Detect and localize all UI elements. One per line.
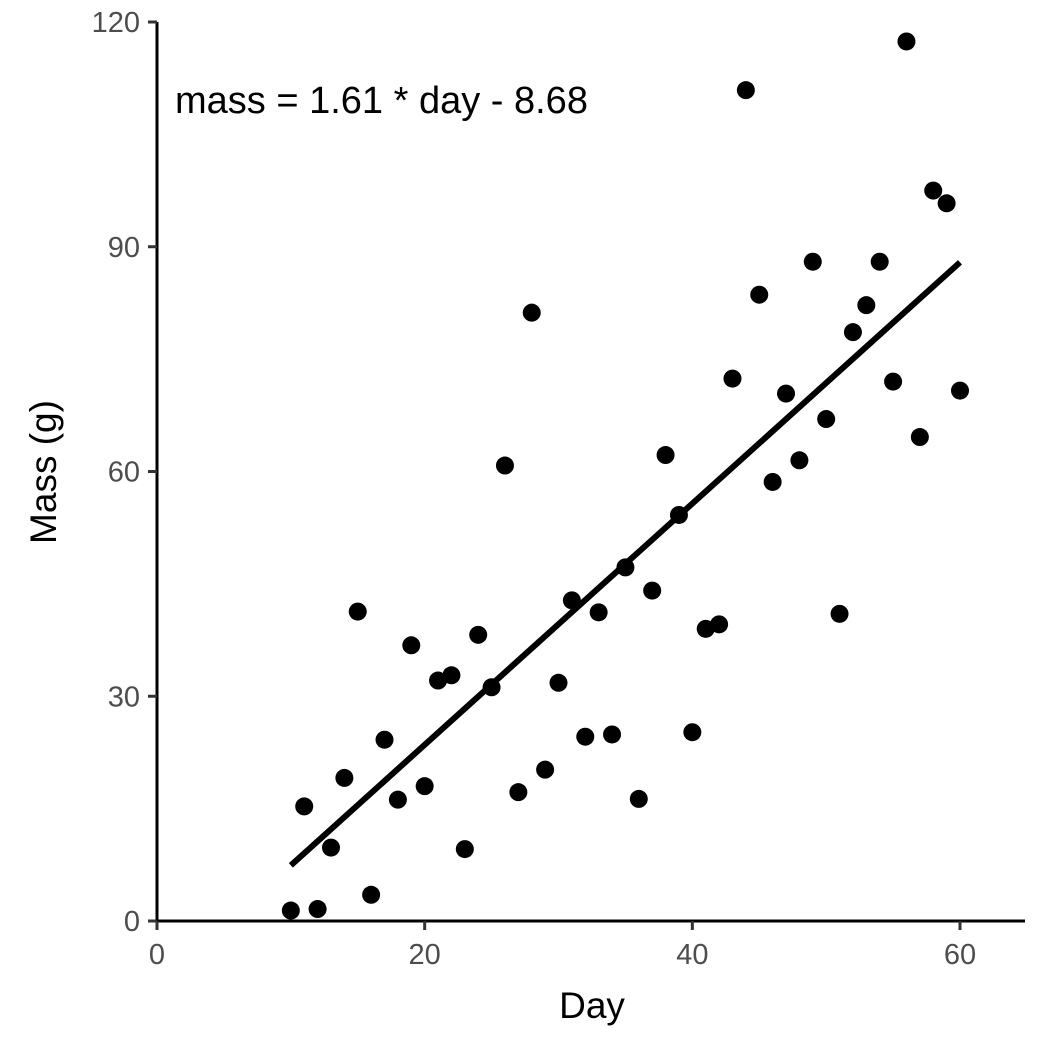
data-point: [308, 900, 327, 919]
data-point: [415, 777, 434, 796]
data-point: [321, 838, 340, 857]
regression-equation-annotation: mass = 1.61 * day - 8.68: [175, 80, 588, 122]
data-point: [362, 885, 381, 904]
data-point: [790, 451, 809, 470]
data-point: [884, 372, 903, 391]
data-point: [643, 581, 662, 600]
x-tick-label: 40: [676, 939, 708, 971]
data-point: [710, 615, 729, 634]
data-point: [469, 625, 488, 644]
data-point: [857, 296, 876, 315]
data-point: [924, 181, 943, 200]
data-point: [910, 428, 929, 447]
y-tick-label: 90: [108, 232, 140, 264]
data-point: [897, 32, 916, 51]
data-point: [777, 384, 796, 403]
data-point: [388, 790, 407, 809]
data-point: [669, 505, 688, 524]
data-point: [442, 666, 461, 685]
data-point: [723, 369, 742, 388]
data-point: [616, 558, 635, 577]
y-tick-label: 30: [108, 681, 140, 713]
data-point: [951, 381, 969, 400]
data-point: [509, 783, 528, 802]
data-points-layer: [281, 32, 969, 920]
data-point: [348, 602, 367, 621]
data-point: [629, 789, 648, 808]
data-point: [843, 323, 862, 342]
data-point: [750, 285, 769, 304]
data-point: [562, 591, 581, 610]
data-point: [335, 768, 354, 787]
data-point: [295, 797, 314, 816]
data-point: [576, 727, 595, 746]
data-point: [455, 840, 474, 859]
data-point: [803, 252, 822, 271]
data-point: [656, 446, 675, 465]
data-point: [522, 303, 541, 322]
data-point: [549, 673, 568, 692]
data-point: [375, 730, 394, 749]
data-point: [937, 194, 956, 213]
data-point: [736, 81, 755, 100]
data-point: [482, 678, 501, 697]
data-point: [603, 725, 622, 744]
x-tick-label: 20: [409, 939, 441, 971]
data-point: [281, 901, 300, 920]
data-point: [830, 604, 849, 623]
x-axis-title: Day: [559, 985, 625, 1026]
data-point: [683, 723, 702, 742]
data-point: [536, 760, 555, 779]
data-point: [817, 410, 836, 429]
x-tick-label: 60: [944, 939, 976, 971]
y-tick-label: 120: [92, 7, 140, 39]
data-point: [402, 636, 421, 655]
data-point: [495, 456, 514, 475]
y-axis-title: Mass (g): [23, 400, 64, 544]
data-point: [870, 252, 889, 271]
data-point: [763, 472, 782, 491]
y-tick-label: 0: [124, 906, 140, 938]
axes-layer: 0 20 40 60 0 30 60 90 120: [92, 7, 1025, 971]
x-tick-label: 0: [149, 939, 165, 971]
data-point: [589, 603, 608, 622]
y-tick-label: 60: [108, 457, 140, 489]
